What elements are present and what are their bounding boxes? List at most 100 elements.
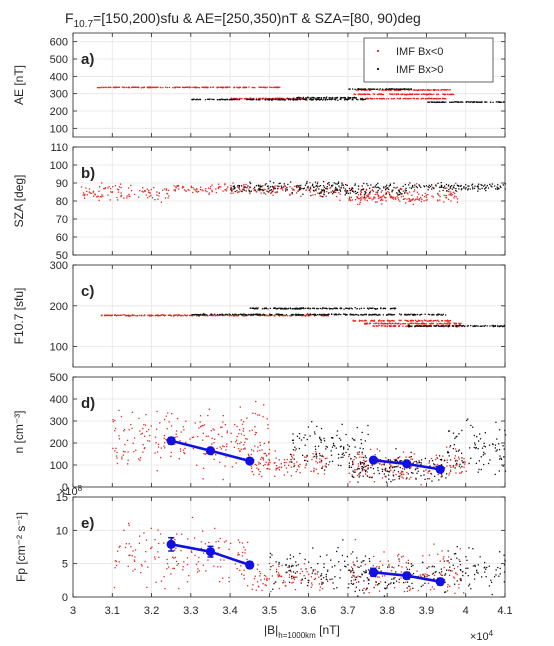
- data-point: [423, 325, 426, 327]
- data-point: [497, 325, 499, 327]
- data-point: [377, 88, 379, 90]
- data-point: [408, 568, 411, 571]
- data-point: [234, 190, 236, 193]
- data-point: [417, 462, 420, 464]
- data-point: [220, 426, 222, 428]
- data-point: [334, 190, 336, 192]
- data-point: [181, 314, 183, 317]
- data-point: [387, 319, 389, 322]
- data-point: [388, 583, 390, 585]
- data-point: [486, 325, 488, 327]
- data-point: [276, 467, 278, 470]
- data-point: [403, 582, 405, 584]
- data-point: [346, 98, 348, 100]
- data-point: [359, 576, 361, 578]
- data-point: [296, 184, 299, 187]
- data-point: [434, 325, 437, 327]
- data-point: [296, 571, 298, 573]
- data-point: [378, 89, 381, 91]
- data-point: [348, 199, 350, 201]
- data-point: [165, 438, 167, 441]
- data-point: [94, 193, 96, 195]
- data-point: [247, 98, 250, 100]
- data-point: [380, 307, 382, 309]
- data-point: [354, 590, 356, 593]
- data-point: [127, 565, 129, 567]
- data-point: [321, 455, 323, 457]
- data-point: [281, 466, 283, 468]
- data-point: [499, 101, 501, 103]
- data-point: [385, 197, 387, 199]
- data-point: [499, 573, 501, 575]
- data-point: [339, 446, 342, 448]
- data-point: [349, 192, 351, 194]
- data-point: [171, 413, 173, 415]
- data-point: [191, 516, 194, 519]
- data-point: [499, 567, 501, 570]
- data-point: [463, 592, 465, 594]
- data-point: [311, 184, 314, 187]
- data-point: [194, 422, 196, 424]
- data-point: [470, 424, 472, 427]
- data-point: [459, 578, 461, 580]
- y-tick-label: 300: [50, 416, 68, 428]
- data-point: [336, 188, 338, 190]
- data-point: [272, 99, 274, 101]
- data-point: [127, 86, 129, 89]
- data-point: [363, 580, 365, 582]
- data-point: [370, 184, 372, 186]
- data-point: [132, 570, 134, 572]
- data-point: [255, 99, 258, 101]
- data-point: [400, 470, 403, 472]
- data-point: [404, 191, 406, 193]
- data-point: [263, 578, 266, 580]
- data-point: [275, 86, 278, 88]
- data-point: [157, 198, 159, 200]
- data-point: [387, 459, 389, 461]
- data-point: [242, 428, 245, 430]
- data-point: [192, 86, 194, 88]
- data-point: [289, 98, 292, 100]
- data-point: [449, 93, 452, 95]
- data-point: [298, 447, 300, 450]
- data-point: [131, 314, 133, 317]
- data-point: [319, 589, 321, 591]
- data-point: [371, 319, 374, 322]
- data-point: [363, 587, 365, 590]
- data-point: [503, 325, 506, 327]
- data-point: [288, 570, 290, 572]
- data-point: [489, 183, 491, 186]
- data-point: [286, 188, 288, 191]
- data-point: [298, 433, 301, 435]
- data-point: [133, 559, 135, 561]
- data-point: [335, 97, 338, 99]
- data-point: [284, 314, 287, 317]
- data-point: [385, 189, 387, 191]
- data-point: [295, 313, 297, 315]
- data-point: [164, 418, 166, 421]
- data-point: [159, 422, 161, 424]
- data-point: [243, 546, 245, 548]
- data-point: [294, 314, 296, 316]
- data-point: [233, 97, 235, 100]
- data-point: [460, 101, 463, 103]
- data-point: [348, 88, 350, 90]
- data-point: [429, 470, 431, 472]
- data-point: [383, 187, 385, 189]
- data-point: [339, 193, 341, 195]
- data-point: [269, 313, 271, 315]
- data-point: [460, 579, 462, 582]
- data-point: [406, 314, 408, 316]
- data-point: [357, 463, 359, 465]
- data-point: [315, 189, 317, 192]
- data-point: [418, 93, 420, 95]
- data-point: [432, 98, 434, 100]
- data-point: [154, 558, 156, 560]
- data-point: [436, 93, 438, 96]
- data-point: [127, 459, 129, 461]
- data-point: [318, 314, 320, 316]
- data-point: [314, 455, 316, 458]
- data-point: [220, 448, 223, 450]
- data-point: [191, 315, 193, 317]
- data-point: [480, 184, 482, 186]
